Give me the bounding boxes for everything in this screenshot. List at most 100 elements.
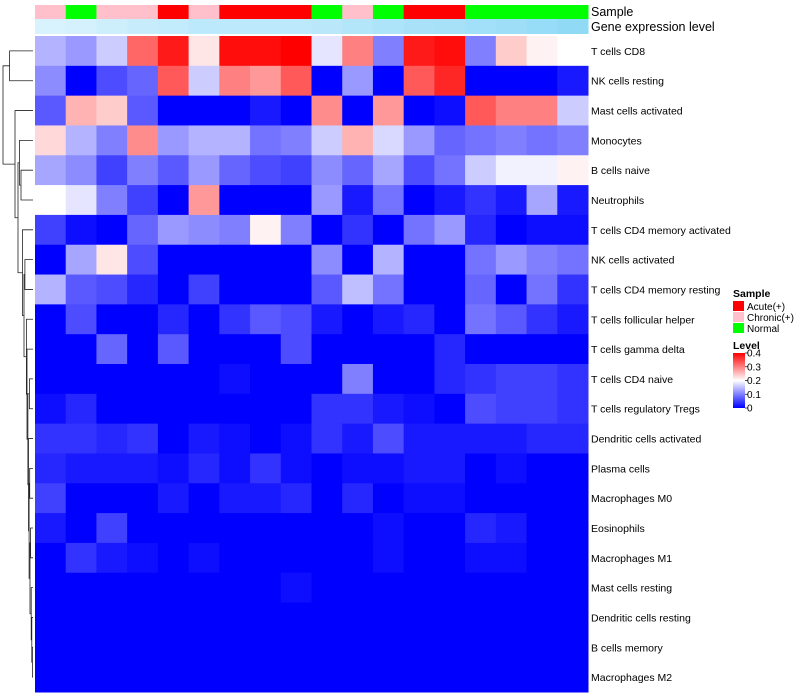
heatmap-cell	[280, 483, 312, 514]
heatmap-cell	[372, 513, 405, 544]
heatmap-cell	[280, 334, 312, 365]
heatmap-cell	[495, 185, 528, 216]
heatmap-cell	[127, 632, 159, 663]
heatmap-cell	[557, 36, 589, 67]
heatmap-cell	[465, 214, 497, 246]
row-labels: T cells CD8 NK cells resting Mast cells ac…	[591, 46, 731, 684]
heatmap-cell	[96, 572, 128, 604]
heatmap-cell	[65, 393, 97, 425]
heatmap-cell	[157, 95, 190, 126]
heatmap-cell	[127, 95, 159, 126]
heatmap-cell	[495, 155, 528, 186]
heatmap-cell	[403, 334, 435, 365]
heatmap-cell	[557, 334, 589, 365]
row-label: T cells follicular helper	[591, 314, 695, 326]
heatmap-cell	[372, 125, 405, 156]
heatmap-cell	[311, 542, 343, 574]
heatmap-cell	[465, 542, 497, 574]
heatmap-cell	[403, 155, 435, 186]
heatmap-cell	[372, 36, 405, 67]
heatmap-cell	[526, 155, 558, 186]
heatmap-cell	[372, 185, 405, 216]
heatmap-cell	[65, 244, 97, 276]
heatmap-cell	[188, 125, 220, 156]
heatmap-cell	[157, 125, 190, 156]
heatmap-cell	[96, 125, 128, 156]
heatmap-cell	[96, 244, 128, 276]
heatmap-cell	[280, 513, 312, 544]
heatmap-cell	[96, 423, 128, 454]
heatmap-cell	[250, 274, 282, 305]
heatmap-cell	[557, 632, 589, 663]
sample-annotation-cell	[127, 5, 159, 19]
heatmap-cell	[157, 155, 190, 186]
level-legend-title: Level	[733, 340, 760, 352]
heatmap-cell	[250, 513, 282, 544]
heatmap-cell	[526, 65, 558, 97]
heatmap-cell	[188, 304, 220, 335]
level-tick-label: 0.4	[747, 349, 761, 360]
heatmap-cell	[342, 36, 374, 67]
heatmap-cell	[403, 304, 435, 335]
sample-annotation-cell	[434, 5, 466, 19]
heatmap-cell	[342, 632, 374, 663]
heatmap-cell	[127, 602, 159, 633]
heatmap-cell	[127, 214, 159, 246]
heatmap-cell	[342, 483, 374, 514]
sample-legend-swatch	[733, 301, 744, 311]
heatmap-cell	[188, 36, 220, 67]
heatmap-cell	[35, 542, 67, 574]
heatmap-cell	[219, 513, 251, 544]
heatmap-cell	[311, 244, 343, 276]
heatmap-cell	[526, 393, 558, 425]
heatmap-cell	[465, 125, 497, 156]
heatmap-cell	[495, 36, 528, 67]
heatmap-cell	[434, 214, 466, 246]
heatmap-cell	[280, 214, 312, 246]
heatmap-cell	[280, 572, 312, 604]
sample-annotation-cell	[526, 5, 558, 19]
dendrogram-branch	[20, 169, 33, 201]
heatmap-cell	[96, 453, 128, 484]
heatmap-cell	[311, 65, 343, 97]
heatmap-cell	[372, 244, 405, 276]
heatmap-cell	[403, 185, 435, 216]
heatmap-cell	[557, 423, 589, 454]
heatmap-cell	[157, 185, 190, 216]
heatmap-cell	[526, 483, 558, 514]
heatmap-cell	[35, 632, 67, 663]
heatmap-cell	[465, 423, 497, 454]
heatmap-cell	[372, 542, 405, 574]
heatmap-cell	[250, 95, 282, 126]
expression-annotation-cell	[96, 19, 128, 34]
heatmap-cell	[372, 95, 405, 126]
heatmap-cell	[35, 274, 67, 305]
heatmap-cell	[311, 662, 343, 693]
heatmap-cell	[127, 304, 159, 335]
heatmap-cell	[557, 572, 589, 604]
heatmap-cell	[35, 602, 67, 633]
heatmap-cell	[65, 214, 97, 246]
row-label: NK cells resting	[591, 76, 664, 88]
heatmap-cells	[35, 36, 589, 693]
heatmap-cell	[495, 483, 528, 514]
heatmap-cell	[188, 364, 220, 395]
heatmap-cell	[557, 513, 589, 544]
heatmap-cell	[65, 483, 97, 514]
heatmap-cell	[311, 155, 343, 186]
heatmap-cell	[311, 513, 343, 544]
heatmap-cell	[465, 453, 497, 484]
heatmap-cell	[96, 393, 128, 425]
heatmap-cell	[372, 364, 405, 395]
heatmap-cell	[188, 95, 220, 126]
heatmap-cell	[35, 65, 67, 97]
row-label: T cells regulatory Tregs	[591, 404, 700, 416]
heatmap-cell	[311, 483, 343, 514]
heatmap-cell	[35, 304, 67, 335]
heatmap-cell	[65, 155, 97, 186]
heatmap-cell	[35, 453, 67, 484]
heatmap-cell	[280, 364, 312, 395]
heatmap-cell	[403, 483, 435, 514]
heatmap-cell	[434, 155, 466, 186]
